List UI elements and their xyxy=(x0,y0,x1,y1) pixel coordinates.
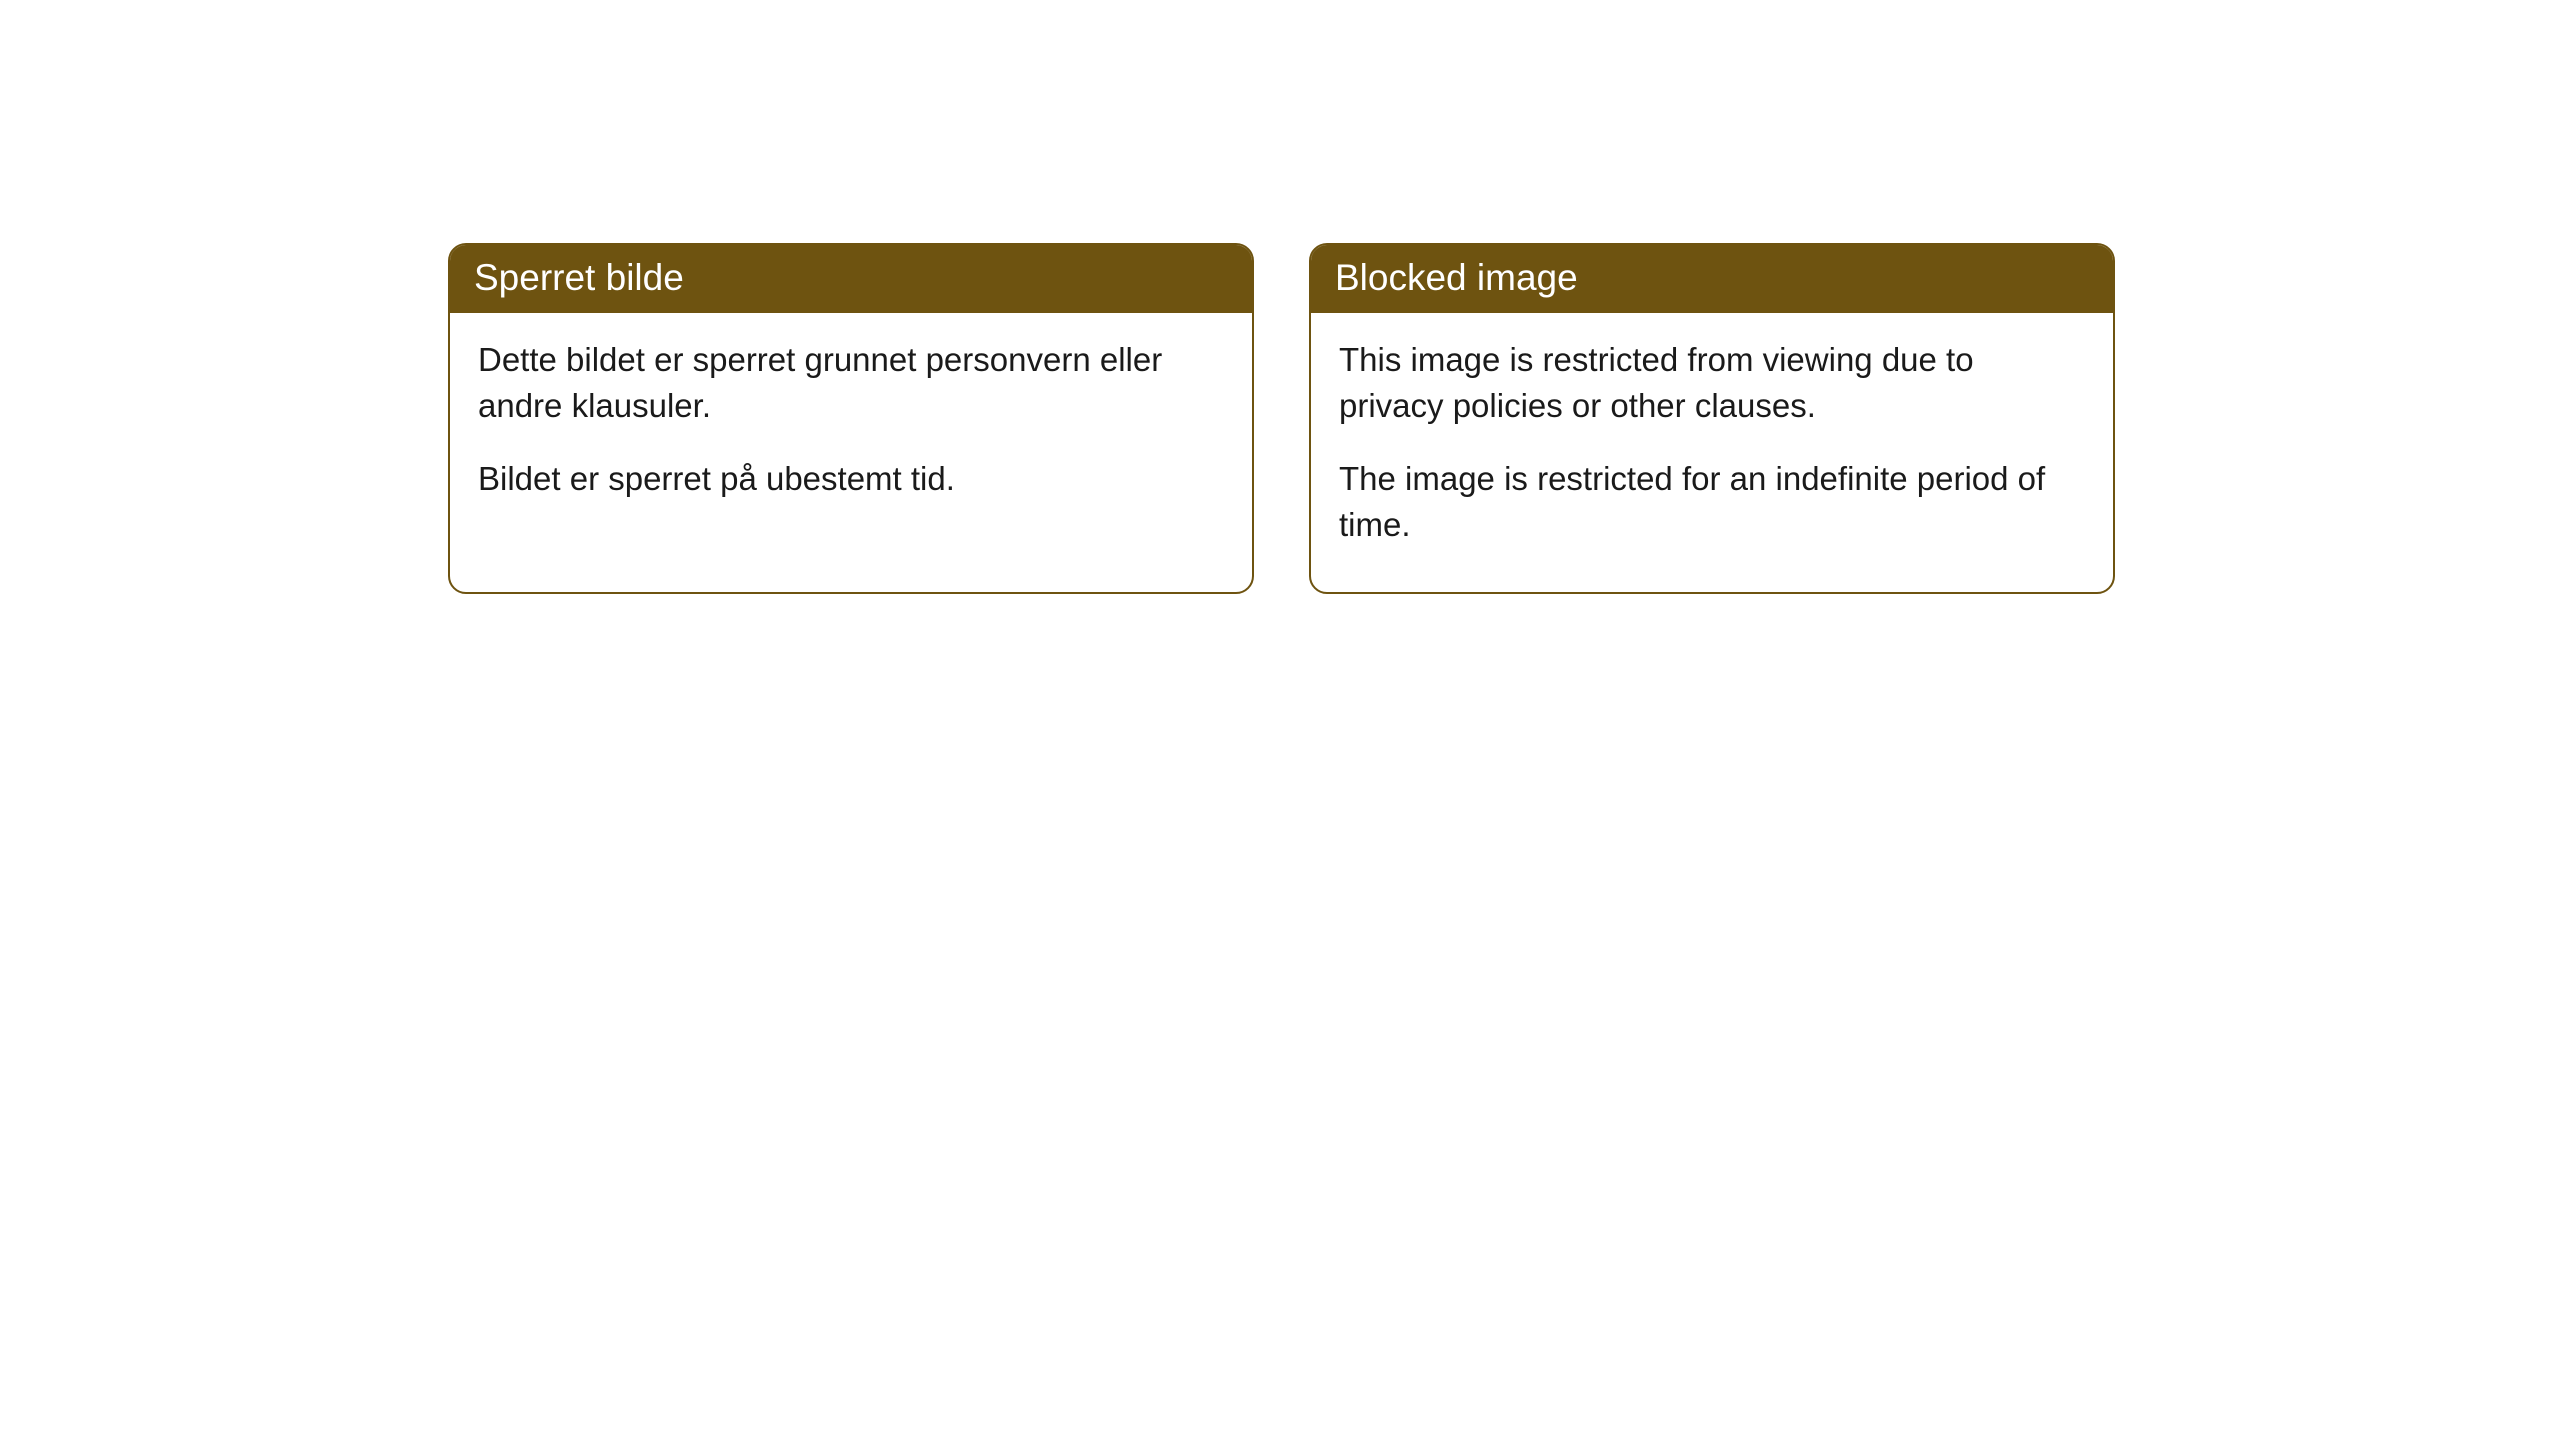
card-paragraph: Dette bildet er sperret grunnet personve… xyxy=(478,337,1224,429)
card-header-english: Blocked image xyxy=(1311,245,2113,313)
card-paragraph: The image is restricted for an indefinit… xyxy=(1339,456,2085,548)
notice-cards-container: Sperret bilde Dette bildet er sperret gr… xyxy=(448,243,2115,594)
card-body-english: This image is restricted from viewing du… xyxy=(1311,313,2113,592)
card-paragraph: This image is restricted from viewing du… xyxy=(1339,337,2085,429)
card-header-norwegian: Sperret bilde xyxy=(450,245,1252,313)
card-body-norwegian: Dette bildet er sperret grunnet personve… xyxy=(450,313,1252,546)
blocked-image-card-norwegian: Sperret bilde Dette bildet er sperret gr… xyxy=(448,243,1254,594)
blocked-image-card-english: Blocked image This image is restricted f… xyxy=(1309,243,2115,594)
card-paragraph: Bildet er sperret på ubestemt tid. xyxy=(478,456,1224,502)
